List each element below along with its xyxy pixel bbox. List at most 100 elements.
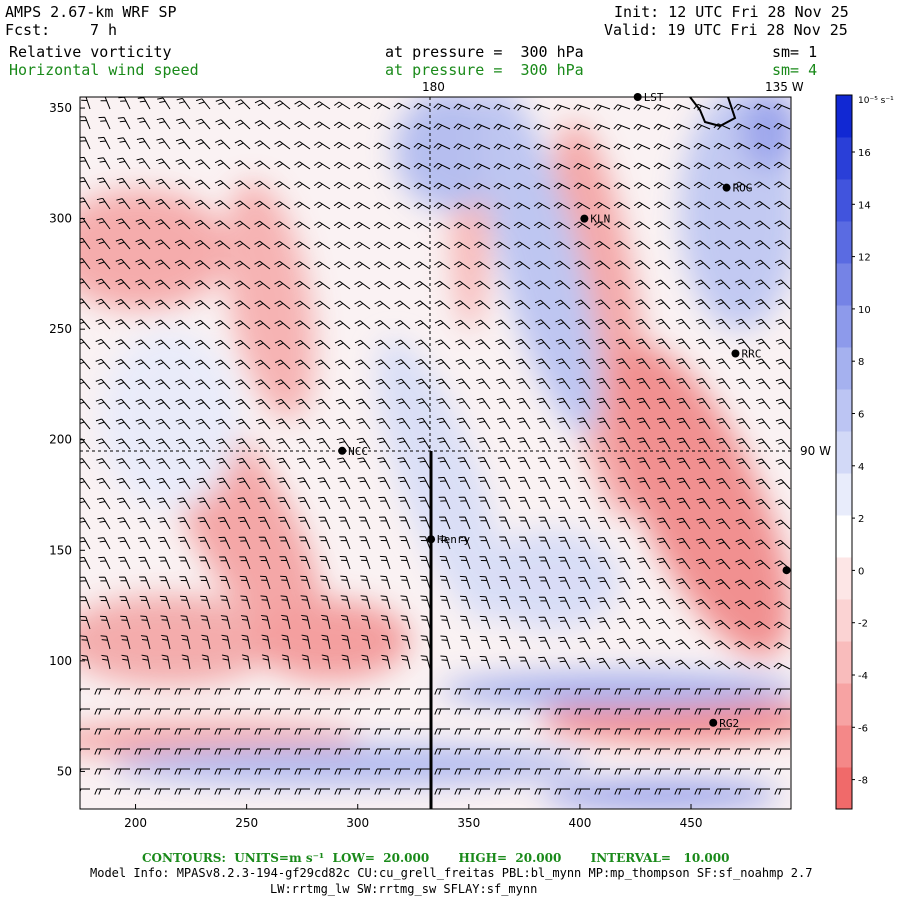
wind-barb (755, 498, 771, 510)
wind-barb (515, 358, 531, 370)
wind-barb (415, 378, 431, 390)
wind-barb (94, 688, 110, 695)
wind-barb (534, 748, 550, 755)
wind-barb (538, 596, 551, 610)
wind-barb (358, 516, 371, 530)
wind-barb (254, 280, 271, 290)
colorbar-label: 6 (858, 410, 864, 421)
wind-barb (214, 200, 231, 210)
wind-barb (261, 654, 271, 670)
wind-barb (474, 728, 490, 735)
wind-barb (215, 418, 231, 430)
wind-barb (175, 138, 191, 150)
wind-barb (115, 438, 131, 450)
wind-barb (155, 359, 171, 370)
wind-barb (340, 595, 351, 610)
wind-barb (195, 159, 211, 170)
wind-barb (497, 417, 511, 430)
wind-barb (716, 458, 731, 470)
wind-barb (538, 636, 551, 650)
wind-barb (775, 318, 791, 330)
wind-barb (735, 538, 751, 550)
wind-barb (254, 140, 271, 150)
wind-barb (179, 595, 191, 610)
wind-barb (477, 437, 491, 450)
wind-barb (574, 240, 591, 250)
wind-barb (174, 259, 191, 270)
x-tick-label: 200 (124, 816, 147, 830)
wind-barb (317, 477, 331, 490)
wind-barb (394, 320, 411, 330)
wind-barb (354, 708, 370, 715)
wind-barb (513, 143, 531, 151)
wind-barb (155, 379, 171, 390)
wind-barb (515, 338, 531, 350)
wind-barb (433, 202, 451, 210)
wind-barb (174, 359, 191, 370)
wind-barb (493, 221, 511, 230)
wind-barb (459, 575, 471, 590)
wind-barb (313, 141, 331, 150)
wind-barb (478, 516, 491, 530)
wind-barb (518, 496, 531, 510)
wind-barb (534, 688, 550, 695)
wind-barb (393, 102, 411, 110)
colorbar-swatch (836, 263, 852, 306)
wind-barb (140, 615, 151, 630)
wind-barb (358, 496, 371, 510)
wind-barb (436, 808, 450, 809)
wind-barb (313, 221, 331, 230)
wind-barb (336, 808, 350, 809)
wind-barb (117, 137, 131, 150)
wind-barb (115, 278, 131, 290)
wind-barb (396, 398, 411, 410)
wind-barb (473, 182, 491, 190)
wind-barb (474, 300, 491, 310)
wind-barb (656, 377, 671, 390)
wind-barb (656, 358, 671, 370)
wind-barb (114, 788, 130, 795)
wind-barb (300, 595, 311, 610)
wind-barb (393, 182, 411, 190)
wind-barb (361, 634, 371, 650)
wind-barb (696, 397, 711, 410)
wind-barb (556, 397, 571, 410)
wind-barb (259, 556, 271, 570)
wind-barb (174, 239, 191, 250)
wind-barb (755, 438, 771, 450)
wind-barb (494, 768, 510, 775)
wind-barb (95, 378, 111, 390)
station-label: RRC (741, 347, 761, 360)
wind-barb (398, 516, 411, 530)
wind-barb (175, 418, 191, 430)
wind-barb (221, 654, 231, 670)
wind-barb (673, 123, 691, 131)
wind-barb (613, 104, 631, 111)
wind-barb (716, 358, 731, 370)
wind-barb (175, 398, 191, 410)
wind-barb (254, 339, 271, 350)
wind-barb (374, 339, 391, 350)
wind-barb (537, 417, 551, 430)
wind-barb (773, 142, 791, 150)
wind-barb (596, 397, 611, 410)
wind-barb (754, 688, 770, 695)
wind-barb (513, 123, 531, 131)
wind-barb (294, 241, 311, 250)
field2-level: at pressure = 300 hPa (385, 61, 584, 79)
wind-barb (434, 788, 450, 795)
wind-barb (775, 338, 791, 350)
wind-barb (353, 142, 371, 150)
wind-barb (514, 788, 530, 795)
wind-barb (674, 708, 690, 715)
wind-barb (220, 615, 231, 630)
wind-barb (155, 198, 171, 210)
wind-barb (314, 339, 331, 350)
wind-barb (234, 359, 251, 370)
wind-barb (519, 576, 531, 590)
wind-barb (417, 437, 431, 450)
wind-barb (597, 597, 611, 610)
wind-barb (454, 748, 470, 755)
wind-barb (241, 634, 251, 650)
wind-barb (194, 748, 210, 755)
